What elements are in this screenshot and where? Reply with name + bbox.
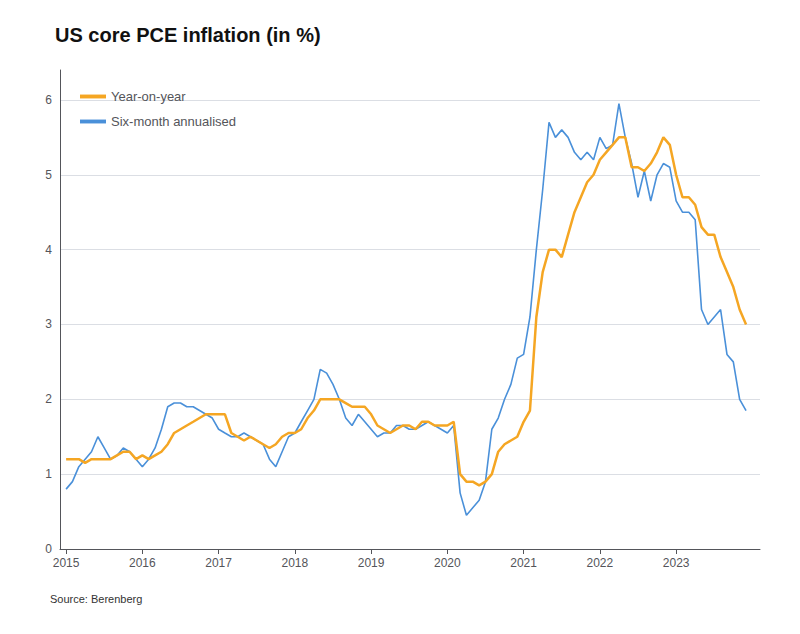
svg-text:3: 3	[45, 317, 52, 331]
svg-text:2016: 2016	[129, 556, 156, 570]
svg-text:2022: 2022	[587, 556, 614, 570]
svg-text:2019: 2019	[358, 556, 385, 570]
svg-text:2017: 2017	[205, 556, 232, 570]
svg-text:US core PCE inflation (in %): US core PCE inflation (in %)	[55, 24, 321, 46]
svg-text:2: 2	[45, 392, 52, 406]
svg-text:1: 1	[45, 467, 52, 481]
svg-text:5: 5	[45, 168, 52, 182]
svg-text:Six-month annualised: Six-month annualised	[111, 114, 236, 129]
svg-text:2023: 2023	[663, 556, 690, 570]
svg-text:2015: 2015	[53, 556, 80, 570]
svg-text:Year-on-year: Year-on-year	[111, 89, 186, 104]
svg-text:6: 6	[45, 93, 52, 107]
svg-text:4: 4	[45, 243, 52, 257]
svg-text:2018: 2018	[282, 556, 309, 570]
svg-text:Source: Berenberg: Source: Berenberg	[50, 593, 142, 605]
svg-text:0: 0	[45, 542, 52, 556]
svg-text:2020: 2020	[434, 556, 461, 570]
svg-text:2021: 2021	[510, 556, 537, 570]
